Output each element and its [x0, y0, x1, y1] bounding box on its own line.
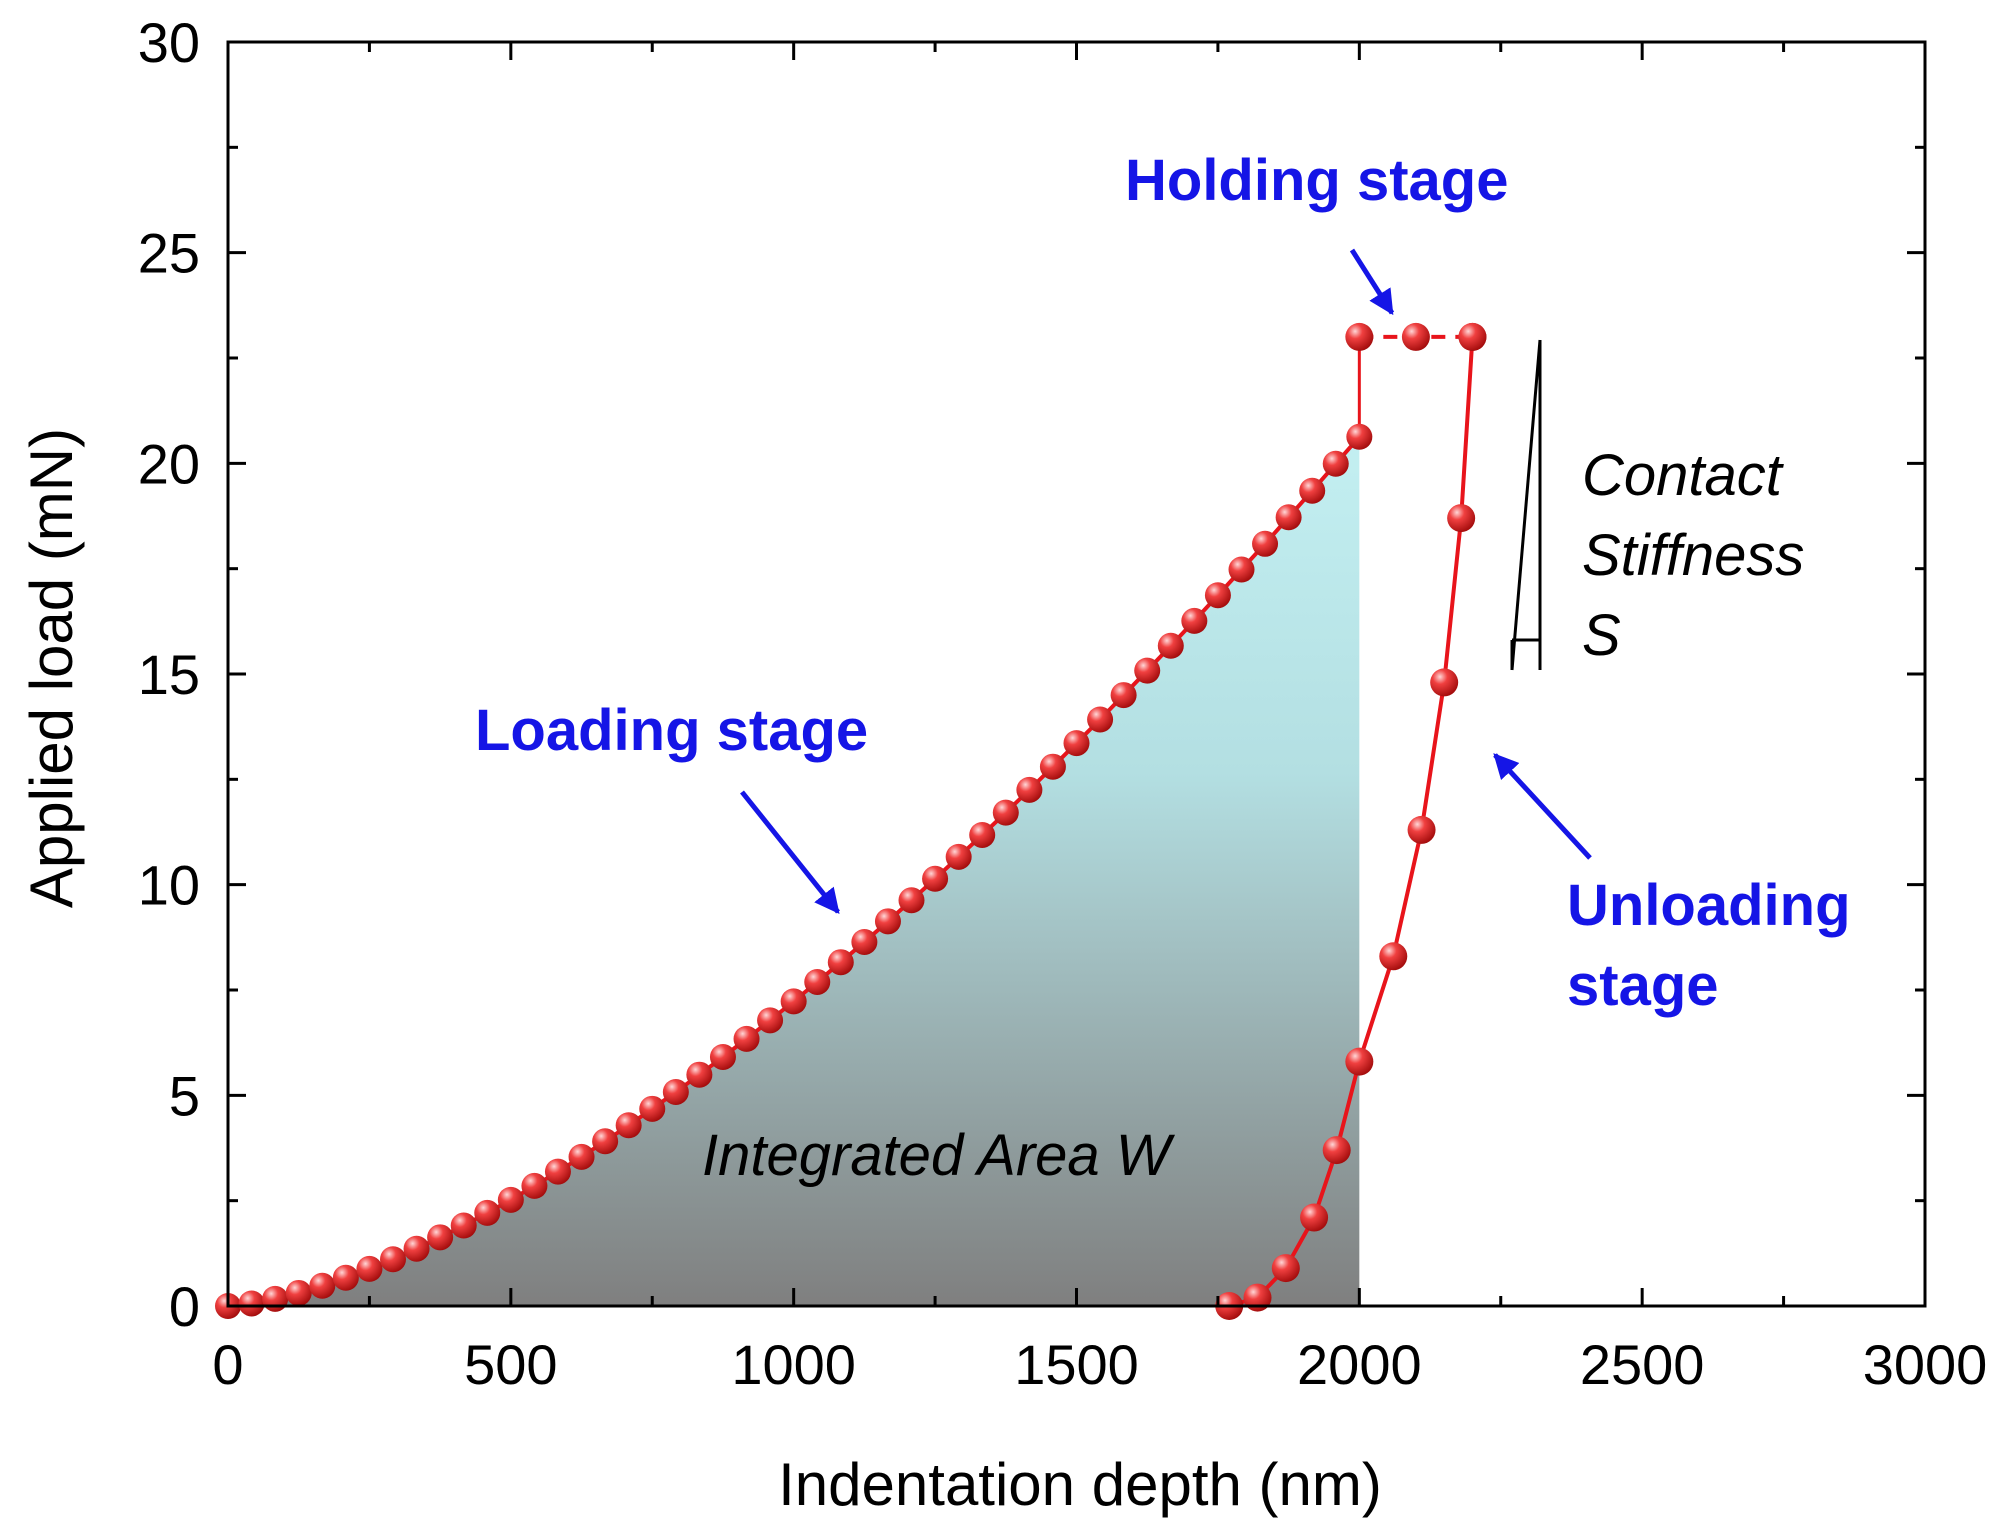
holding-stage-arrow [1349, 248, 1395, 316]
data-point-loading [804, 968, 831, 995]
data-point-unloading [1458, 322, 1487, 351]
x-tick-labels: 0 500 1000 1500 2000 2500 3000 [212, 1333, 1987, 1396]
loading-stage-arrow [740, 790, 840, 914]
data-point-loading [1322, 450, 1349, 477]
data-point-unloading [1379, 942, 1408, 971]
data-point-loading [568, 1143, 595, 1170]
data-point-loading [262, 1285, 289, 1312]
data-point-unloading [1345, 1047, 1374, 1076]
y-tick-label: 25 [138, 222, 200, 285]
series-points [215, 322, 1487, 1320]
data-point-loading [686, 1061, 713, 1088]
y-tick-label: 5 [169, 1064, 200, 1127]
data-point-loading [733, 1025, 760, 1052]
x-tick-label: 2000 [1297, 1333, 1422, 1396]
data-point-loading [1181, 607, 1208, 634]
data-point-loading [332, 1264, 359, 1291]
integrated-area-fill [228, 336, 1360, 1306]
holding-stage-label: Holding stage [1125, 148, 1508, 213]
data-point-loading [709, 1043, 736, 1070]
stiffness-label-line1: Contact [1582, 443, 1785, 508]
data-point-unloading [1407, 815, 1436, 844]
data-point-loading [615, 1112, 642, 1139]
data-point-loading [474, 1199, 501, 1226]
data-point-loading [356, 1255, 383, 1282]
data-point-loading [969, 821, 996, 848]
data-point-loading [1016, 776, 1043, 803]
x-tick-label: 1000 [731, 1333, 856, 1396]
loading-stage-label: Loading stage [475, 698, 868, 763]
data-point-loading [1204, 582, 1231, 609]
data-point-loading [1157, 632, 1184, 659]
axis-ticks [226, 40, 1927, 1308]
y-tick-label: 15 [138, 643, 200, 706]
data-point-unloading [1322, 1136, 1351, 1165]
x-tick-label: 0 [212, 1333, 243, 1396]
data-point-loading [757, 1007, 784, 1034]
data-point-loading [521, 1172, 548, 1199]
x-tick-label: 500 [464, 1333, 557, 1396]
data-point-loading [1275, 504, 1302, 531]
data-point-loading [1087, 706, 1114, 733]
data-point-loading [1252, 530, 1279, 557]
data-point-loading [1134, 657, 1161, 684]
data-point-loading [1110, 682, 1137, 709]
data-point-loading [639, 1095, 666, 1122]
x-tick-label: 1500 [1014, 1333, 1139, 1396]
data-point-loading [1063, 730, 1090, 757]
data-point-loading [1299, 477, 1326, 504]
y-tick-label: 10 [138, 854, 200, 917]
x-tick-label: 3000 [1863, 1333, 1988, 1396]
integrated-area-label: Integrated Area W [702, 1123, 1176, 1188]
data-point-holding [1401, 322, 1430, 351]
stiffness-label-line2: Stiffness [1582, 523, 1804, 588]
data-point-holding [1345, 322, 1374, 351]
data-point-loading [1039, 753, 1066, 780]
data-point-loading [945, 843, 972, 870]
data-point-loading [851, 928, 878, 955]
data-point-loading [285, 1279, 312, 1306]
data-point-loading [592, 1128, 619, 1155]
data-point-loading [1346, 423, 1373, 450]
y-tick-label: 0 [169, 1275, 200, 1338]
data-point-loading [450, 1212, 477, 1239]
data-point-loading [309, 1272, 336, 1299]
unloading-stage-arrow [1493, 753, 1592, 860]
data-point-loading [544, 1158, 571, 1185]
data-point-loading [922, 865, 949, 892]
data-point-loading [497, 1186, 524, 1213]
data-point-unloading [1271, 1254, 1300, 1283]
data-point-unloading [1447, 504, 1476, 533]
data-point-loading [1228, 556, 1255, 583]
data-point-loading [403, 1235, 430, 1262]
data-point-loading [780, 988, 807, 1015]
data-point-loading [380, 1246, 407, 1273]
data-point-loading [827, 949, 854, 976]
x-tick-label: 2500 [1580, 1333, 1705, 1396]
y-axis-title: Applied load (mN) [18, 428, 85, 908]
data-point-loading [662, 1078, 689, 1105]
unloading-stage-label-line2: stage [1567, 953, 1719, 1018]
data-point-loading [992, 799, 1019, 826]
y-tick-label: 30 [138, 11, 200, 74]
data-point-loading [238, 1290, 265, 1317]
y-tick-labels: 0 5 10 15 20 25 30 [138, 11, 200, 1338]
unloading-stage-label-line1: Unloading [1567, 873, 1851, 938]
data-point-unloading [1300, 1203, 1329, 1232]
x-axis-title: Indentation depth (nm) [778, 1451, 1382, 1518]
data-point-loading [874, 908, 901, 935]
stiffness-triangle [1510, 339, 1542, 671]
data-point-loading [898, 887, 925, 914]
stiffness-label-line3: S [1582, 603, 1621, 668]
data-point-loading [427, 1224, 454, 1251]
data-point-unloading [1430, 668, 1459, 697]
y-tick-label: 20 [138, 432, 200, 495]
